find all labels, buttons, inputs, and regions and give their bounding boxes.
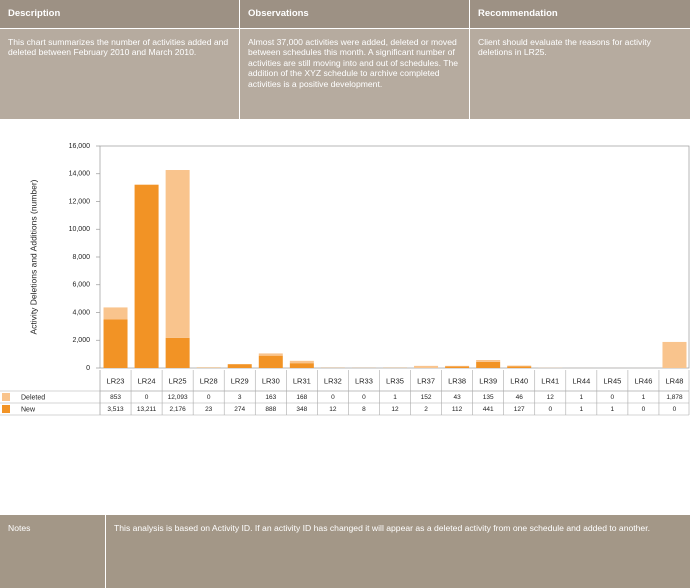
bar-segment bbox=[414, 365, 439, 368]
table-value: 348 bbox=[296, 406, 307, 413]
table-value: 1,878 bbox=[666, 394, 683, 401]
y-tick-label: 0 bbox=[86, 365, 90, 372]
table-value: 3,513 bbox=[107, 406, 124, 413]
y-tick-label: 12,000 bbox=[69, 198, 91, 205]
y-tick-label: 10,000 bbox=[69, 226, 91, 233]
bar-segment bbox=[165, 337, 190, 368]
legend-label: Deleted bbox=[21, 394, 45, 401]
table-value: 274 bbox=[234, 406, 245, 413]
chart: Activity Deletions and Additions (number… bbox=[0, 143, 690, 416]
x-tick-label: LR38 bbox=[448, 376, 466, 385]
y-axis-label: Activity Deletions and Additions (number… bbox=[28, 179, 38, 334]
y-tick-label: 16,000 bbox=[69, 143, 91, 150]
column-text: Almost 37,000 activities were added, del… bbox=[240, 29, 469, 119]
bar-segment bbox=[662, 341, 687, 368]
table-value: 13,211 bbox=[137, 406, 157, 413]
legend-swatch bbox=[2, 405, 10, 413]
y-tick-label: 4,000 bbox=[72, 309, 90, 316]
column-text: Client should evaluate the reasons for a… bbox=[470, 29, 690, 119]
notes-text: This analysis is based on Activity ID. I… bbox=[106, 515, 690, 588]
bar-segment bbox=[445, 365, 470, 367]
table-value: 12 bbox=[391, 406, 399, 413]
bar-segment bbox=[103, 319, 128, 368]
bar-segment bbox=[507, 365, 532, 367]
bar-segment bbox=[507, 366, 532, 368]
table-value: 1 bbox=[611, 406, 615, 413]
x-tick-label: LR33 bbox=[355, 376, 373, 385]
x-tick-label: LR46 bbox=[634, 376, 652, 385]
bar-segment bbox=[476, 360, 501, 362]
x-tick-label: LR44 bbox=[572, 376, 590, 385]
table-value: 1 bbox=[580, 406, 584, 413]
table-value: 0 bbox=[362, 394, 366, 401]
bar-segment bbox=[476, 361, 501, 368]
column-text: This chart summarizes the number of acti… bbox=[0, 29, 239, 119]
x-tick-label: LR45 bbox=[603, 376, 621, 385]
y-tick-label: 2,000 bbox=[72, 337, 90, 344]
bar-segment bbox=[289, 363, 314, 368]
table-value: 152 bbox=[421, 394, 432, 401]
y-tick-label: 8,000 bbox=[72, 254, 90, 261]
table-value: 112 bbox=[452, 406, 463, 413]
table-value: 3 bbox=[238, 394, 242, 401]
table-value: 127 bbox=[514, 406, 525, 413]
x-tick-label: LR31 bbox=[293, 376, 311, 385]
table-value: 8 bbox=[362, 406, 366, 413]
y-tick-label: 14,000 bbox=[69, 171, 91, 178]
x-tick-label: LR23 bbox=[107, 376, 125, 385]
x-tick-label: LR48 bbox=[666, 376, 684, 385]
x-tick-label: LR30 bbox=[262, 376, 280, 385]
table-value: 1 bbox=[642, 394, 646, 401]
x-tick-label: LR37 bbox=[417, 376, 435, 385]
table-value: 853 bbox=[110, 394, 121, 401]
table-value: 0 bbox=[207, 394, 211, 401]
bar-segment bbox=[227, 364, 252, 368]
x-tick-label: LR24 bbox=[138, 376, 156, 385]
notes-label: Notes bbox=[0, 515, 105, 588]
x-tick-label: LR29 bbox=[231, 376, 249, 385]
table-value: 163 bbox=[265, 394, 276, 401]
x-tick-label: LR28 bbox=[200, 376, 218, 385]
table-value: 0 bbox=[331, 394, 335, 401]
bar-segment bbox=[134, 184, 159, 368]
table-value: 1 bbox=[393, 394, 397, 401]
table-value: 2 bbox=[424, 406, 428, 413]
bar-segment bbox=[289, 360, 314, 364]
legend-swatch bbox=[2, 393, 10, 401]
table-value: 23 bbox=[205, 406, 213, 413]
column-title: Description bbox=[0, 0, 239, 28]
table-value: 441 bbox=[483, 406, 494, 413]
table-value: 2,176 bbox=[169, 406, 186, 413]
x-tick-label: LR32 bbox=[324, 376, 342, 385]
table-value: 0 bbox=[673, 406, 677, 413]
table-value: 12 bbox=[329, 406, 337, 413]
table-value: 168 bbox=[296, 394, 307, 401]
x-tick-label: LR25 bbox=[169, 376, 187, 385]
table-value: 0 bbox=[642, 406, 646, 413]
table-value: 135 bbox=[483, 394, 494, 401]
x-tick-label: LR39 bbox=[479, 376, 497, 385]
bar-segment bbox=[165, 170, 190, 338]
y-tick-label: 6,000 bbox=[72, 282, 90, 289]
bar-segment bbox=[103, 307, 128, 320]
table-value: 0 bbox=[611, 394, 615, 401]
bar-segment bbox=[258, 353, 283, 356]
x-tick-label: LR40 bbox=[510, 376, 528, 385]
table-value: 12 bbox=[547, 394, 555, 401]
table-value: 0 bbox=[548, 406, 552, 413]
x-tick-label: LR41 bbox=[541, 376, 559, 385]
table-value: 43 bbox=[453, 394, 461, 401]
legend-label: New bbox=[21, 406, 36, 413]
table-value: 1 bbox=[580, 394, 584, 401]
column-title: Recommendation bbox=[470, 0, 690, 28]
x-tick-label: LR35 bbox=[386, 376, 404, 385]
column-title: Observations bbox=[240, 0, 469, 28]
table-value: 12,093 bbox=[168, 394, 188, 401]
bar-segment bbox=[445, 366, 470, 368]
table-value: 888 bbox=[265, 406, 276, 413]
table-value: 0 bbox=[145, 394, 149, 401]
table-value: 46 bbox=[516, 394, 524, 401]
bar-segment bbox=[258, 355, 283, 368]
